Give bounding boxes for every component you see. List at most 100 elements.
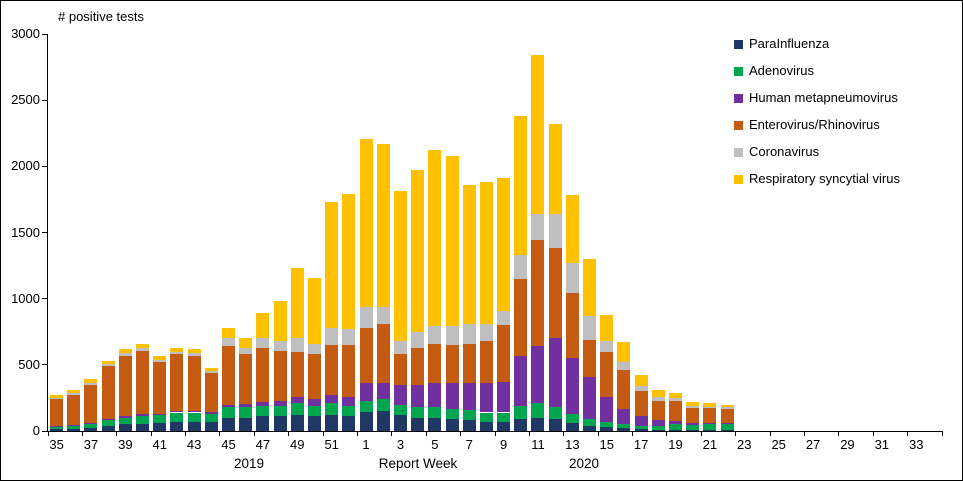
bar-segment bbox=[273, 341, 287, 351]
bar-segment bbox=[686, 405, 700, 409]
bar-segment bbox=[479, 182, 493, 324]
bar-segment bbox=[187, 412, 201, 422]
bar-segment bbox=[187, 421, 201, 431]
bar-segment bbox=[600, 351, 614, 397]
legend-label: ParaInfluenza bbox=[749, 36, 830, 51]
bar-segment bbox=[617, 342, 631, 363]
bar-segment bbox=[118, 355, 132, 417]
x-axis-tick-label: 23 bbox=[737, 437, 752, 452]
bar-segment bbox=[101, 425, 115, 431]
x-axis-tick bbox=[47, 431, 49, 436]
x-axis-title: Report Week bbox=[378, 456, 458, 471]
bar-segment bbox=[600, 427, 614, 431]
x-axis-tick bbox=[425, 431, 427, 436]
bar-segment bbox=[359, 383, 373, 401]
bar-segment bbox=[342, 416, 356, 431]
bar-segment bbox=[222, 338, 236, 347]
bar-segment bbox=[497, 421, 511, 431]
bar-segment bbox=[548, 419, 562, 431]
bar-segment bbox=[290, 352, 304, 398]
bar-segment bbox=[136, 347, 150, 351]
bar-segment bbox=[445, 408, 459, 420]
bar-segment bbox=[600, 421, 614, 428]
bar-segment bbox=[531, 240, 545, 347]
x-axis-tick-label: 49 bbox=[290, 437, 305, 452]
y-axis-tick bbox=[42, 430, 48, 432]
bar-segment bbox=[84, 379, 98, 383]
bar-segment bbox=[497, 412, 511, 422]
bar-segment bbox=[583, 376, 597, 420]
bar-segment bbox=[256, 416, 270, 431]
bar-segment bbox=[101, 364, 115, 367]
bar-segment bbox=[634, 375, 648, 387]
bar-segment bbox=[376, 399, 390, 412]
bar-segment bbox=[376, 143, 390, 307]
bar-segment bbox=[307, 405, 321, 417]
x-axis-tick-label: 47 bbox=[255, 437, 271, 452]
bar-segment bbox=[669, 401, 683, 422]
x-axis-tick-label: 43 bbox=[186, 437, 202, 452]
bar-segment bbox=[720, 422, 734, 424]
bar-segment bbox=[583, 419, 597, 426]
bar-segment bbox=[101, 360, 115, 365]
bar-segment bbox=[239, 417, 253, 431]
bar-segment bbox=[342, 396, 356, 406]
x-axis-tick-label: 27 bbox=[805, 437, 821, 452]
bar-segment bbox=[256, 405, 270, 417]
bar-segment bbox=[153, 355, 167, 360]
bar-segment bbox=[84, 384, 98, 424]
bar-segment bbox=[514, 278, 528, 356]
bar-segment bbox=[67, 425, 81, 430]
bar-segment bbox=[325, 327, 339, 345]
bar-segment bbox=[222, 417, 236, 431]
bar-segment bbox=[686, 401, 700, 406]
bar-segment bbox=[531, 346, 545, 404]
bar-segment bbox=[634, 429, 648, 431]
bar-segment bbox=[187, 410, 201, 413]
bar-segment bbox=[479, 412, 493, 422]
bar-segment bbox=[651, 396, 665, 401]
bar-segment bbox=[393, 191, 407, 342]
x-axis-tick bbox=[528, 431, 530, 436]
bar-segment bbox=[273, 401, 287, 406]
x-axis-tick-label: 41 bbox=[152, 437, 167, 452]
bar-segment bbox=[359, 327, 373, 384]
bar-segment bbox=[170, 411, 184, 413]
x-axis-tick bbox=[735, 431, 737, 436]
bar-segment bbox=[273, 405, 287, 417]
bar-segment bbox=[153, 359, 167, 363]
bar-segment bbox=[118, 348, 132, 353]
bar-segment bbox=[428, 343, 442, 384]
bar-segment bbox=[376, 411, 390, 431]
bar-segment bbox=[600, 314, 614, 342]
x-axis-tick-label: 1 bbox=[362, 437, 370, 452]
bar-segment bbox=[359, 306, 373, 328]
bar-segment bbox=[187, 348, 201, 353]
bar-segment bbox=[170, 412, 184, 422]
bar-segment bbox=[204, 413, 218, 422]
bar-segment bbox=[703, 403, 717, 407]
x-axis-tick-label: 25 bbox=[771, 437, 786, 452]
bar-segment bbox=[136, 343, 150, 348]
bar-segment bbox=[686, 429, 700, 431]
bar-segment bbox=[720, 430, 734, 431]
y-axis-tick bbox=[42, 232, 48, 233]
bar-segment bbox=[445, 383, 459, 409]
bar-segment bbox=[290, 268, 304, 339]
x-axis-tick-label: 29 bbox=[840, 437, 855, 452]
bar-segment bbox=[307, 354, 321, 400]
y-axis-tick bbox=[42, 165, 48, 167]
bar-segment bbox=[204, 367, 218, 371]
bar-segment bbox=[531, 417, 545, 431]
bar-segment bbox=[239, 338, 253, 348]
bar-segment bbox=[170, 354, 184, 412]
y-axis-tick-label: 1500 bbox=[11, 224, 40, 240]
bar-segment bbox=[67, 389, 81, 393]
bar-segment bbox=[565, 195, 579, 263]
legend-item: ParaInfluenza bbox=[734, 37, 900, 51]
bar-segment bbox=[462, 343, 476, 384]
x-axis-tick-label: 3 bbox=[396, 437, 405, 452]
legend-swatch-enterovirus-rhinovirus bbox=[734, 120, 743, 130]
bar-segment bbox=[651, 389, 665, 397]
